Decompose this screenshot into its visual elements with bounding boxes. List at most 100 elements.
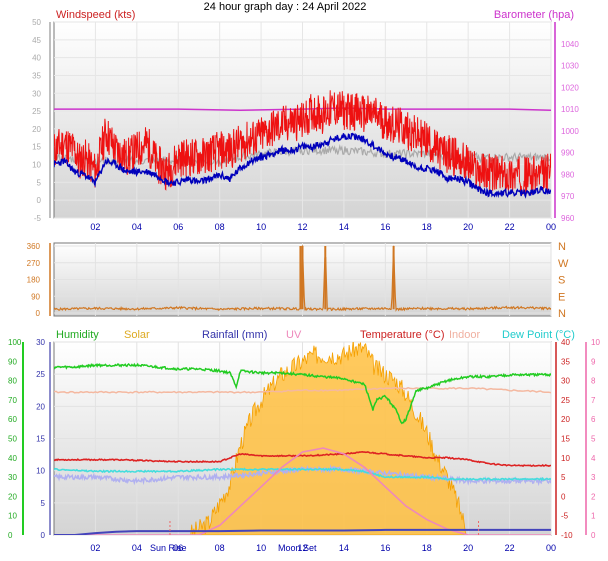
barometer-y-tick: 970 — [561, 192, 575, 201]
legend-solar: Solar — [124, 329, 150, 341]
feels-like-line — [54, 464, 551, 487]
legend-barometer: Barometer (hpa) — [494, 9, 574, 21]
wind-x-tick: 10 — [256, 222, 266, 232]
wind-y-tick: 35 — [32, 71, 41, 80]
wind-y-tick: 25 — [32, 107, 41, 116]
thermo-x-tick: 14 — [339, 543, 349, 553]
humidity-y-tick: 40 — [8, 454, 17, 463]
thermo-x-tick: 22 — [505, 543, 515, 553]
barometer-y-tick-labels: 1040 1030 1020 1010 1000 990 980 970 960 — [554, 22, 579, 223]
thermo-x-tick: 18 — [422, 543, 432, 553]
rainfall-y-tick: 30 — [36, 338, 45, 347]
wind-y-tick: 15 — [32, 143, 41, 152]
chart-title: 24 hour graph day : 24 April 2022 — [204, 1, 367, 13]
rainfall-y-tick: 5 — [41, 499, 46, 508]
temperature-y-tick: 40 — [561, 338, 570, 347]
barometer-y-tick: 960 — [561, 214, 575, 223]
uv-y-tick: 5 — [591, 435, 596, 444]
barometer-y-tick: 1010 — [561, 105, 579, 114]
direction-y-tick: 360 — [27, 242, 41, 251]
temperature-y-tick: 20 — [561, 415, 570, 424]
temperature-y-tick: -10 — [561, 531, 573, 540]
thermo-x-tick-labels: 02 04 06 08 10 12 14 16 18 20 22 00 — [90, 543, 556, 553]
wind-x-tick: 12 — [297, 222, 307, 232]
uv-y-tick: 10 — [591, 338, 600, 347]
wind-y-tick: -5 — [34, 214, 42, 223]
humidity-y-tick: 0 — [8, 531, 13, 540]
barometer-y-tick: 980 — [561, 170, 575, 179]
windspeed-average-line — [54, 132, 551, 199]
temperature-y-tick: 25 — [561, 396, 570, 405]
thermo-legend: Humidity Solar Rainfall (mm) UV Temperat… — [56, 329, 575, 341]
barometer-y-tick: 1030 — [561, 62, 579, 71]
thermo-x-tick: 02 — [90, 543, 100, 553]
wind-y-tick: 30 — [32, 89, 41, 98]
wind-x-tick: 14 — [339, 222, 349, 232]
direction-y-tick: 90 — [31, 292, 40, 301]
annotation-moon-set: Moon Set — [278, 543, 317, 553]
humidity-y-tick: 80 — [8, 377, 17, 386]
wind-x-tick: 08 — [215, 222, 225, 232]
barometer-y-tick: 1040 — [561, 40, 579, 49]
wind-x-tick: 18 — [422, 222, 432, 232]
thermo-x-tick: 00 — [546, 543, 556, 553]
wind-x-tick-labels: 02 04 06 08 10 12 14 16 18 20 22 00 — [90, 222, 556, 232]
indoor-line — [54, 386, 551, 394]
temperature-line — [54, 450, 551, 468]
windspeed-line — [54, 90, 551, 196]
legend-indoor: Indoor — [449, 329, 481, 341]
legend-windspeed: Windspeed (kts) — [56, 9, 135, 21]
humidity-y-tick: 90 — [8, 357, 17, 366]
compass-tick: E — [558, 291, 565, 303]
wind-x-tick: 00 — [546, 222, 556, 232]
direction-y-tick-labels: 360 270 180 90 0 — [27, 242, 51, 318]
humidity-y-tick: 60 — [8, 415, 17, 424]
wind-x-tick: 22 — [505, 222, 515, 232]
compass-tick: N — [558, 308, 566, 320]
wind-x-tick: 04 — [132, 222, 142, 232]
wind-x-tick: 16 — [380, 222, 390, 232]
wind-direction-line — [54, 245, 551, 312]
barometer-y-tick: 1000 — [561, 127, 579, 136]
legend-rainfall: Rainfall (mm) — [202, 329, 267, 341]
temperature-y-tick: 10 — [561, 454, 570, 463]
humidity-y-tick: 70 — [8, 396, 17, 405]
legend-uv: UV — [286, 329, 302, 341]
uv-y-tick: 4 — [591, 454, 596, 463]
wind-y-tick: 10 — [32, 161, 41, 170]
thermo-x-tick: 08 — [215, 543, 225, 553]
temperature-y-tick: -5 — [561, 512, 569, 521]
uv-y-tick: 6 — [591, 415, 596, 424]
uv-y-tick: 9 — [591, 357, 596, 366]
wind-series — [54, 90, 551, 199]
wind-y-tick: 20 — [32, 125, 41, 134]
uv-y-tick: 1 — [591, 512, 596, 521]
rainfall-y-tick: 0 — [41, 531, 46, 540]
uv-y-tick: 7 — [591, 396, 596, 405]
temperature-y-tick: 35 — [561, 357, 570, 366]
thermo-x-tick: 16 — [380, 543, 390, 553]
direction-series — [54, 245, 551, 312]
wind-y-tick: 40 — [32, 54, 41, 63]
rainfall-line — [54, 528, 551, 535]
thermo-tick-labels: 1009080706050403020100302520151050403530… — [8, 338, 600, 540]
thermo-x-tick: 10 — [256, 543, 266, 553]
barometer-y-tick: 1020 — [561, 83, 579, 92]
wind-y-tick: 50 — [32, 18, 41, 27]
temperature-y-tick: 15 — [561, 435, 570, 444]
uv-y-tick: 0 — [591, 531, 596, 540]
direction-y-tick: 270 — [27, 259, 41, 268]
barometer-y-tick: 990 — [561, 149, 575, 158]
direction-y-tick: 0 — [36, 309, 41, 318]
solar-area — [54, 342, 551, 535]
legend-temperature: Temperature (°C) — [360, 329, 444, 341]
humidity-y-tick: 100 — [8, 338, 22, 347]
thermo-x-tick: 04 — [132, 543, 142, 553]
temperature-y-tick: 5 — [561, 473, 566, 482]
legend-dew-point: Dew Point (°C) — [502, 329, 575, 341]
dew-point-line — [54, 467, 551, 482]
rainfall-y-tick: 20 — [36, 402, 45, 411]
